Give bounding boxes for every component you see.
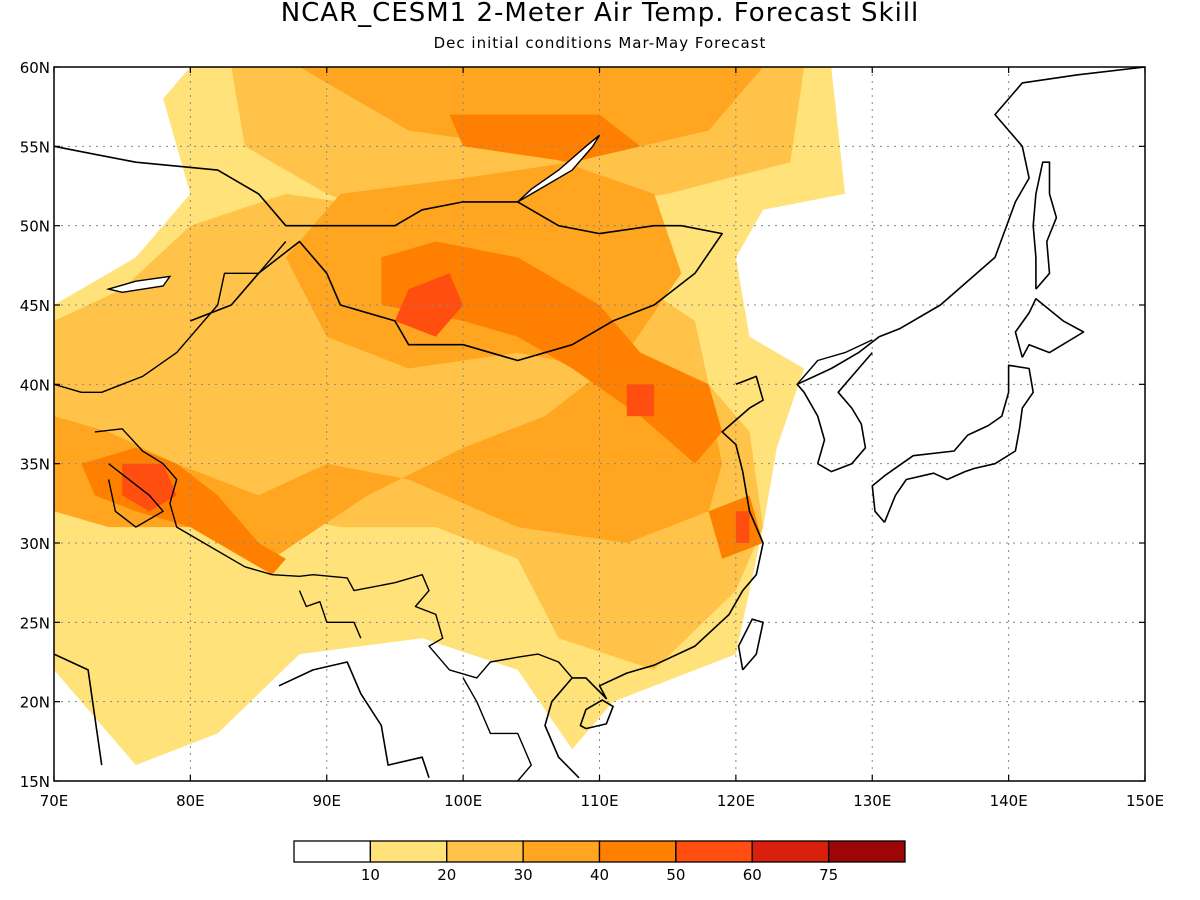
lat-tick-label: 60N [20, 59, 50, 77]
axis-ticks: 70E 80E 90E 100E 110E 120E 130E 140E 150E 60N 55N 5… [20, 59, 1164, 810]
lat-tick-label: 15N [20, 773, 50, 791]
lon-tick-label: 130E [853, 792, 891, 810]
lat-tick-label: 25N [20, 614, 50, 632]
skill-region [449, 114, 641, 163]
colorbar-label: 50 [666, 866, 685, 884]
lat-tick-label: 55N [20, 138, 50, 156]
country-border [107, 463, 164, 528]
lon-tick-label: 150E [1126, 792, 1164, 810]
country-border [462, 677, 532, 781]
lon-tick-label: 140E [990, 792, 1028, 810]
lon-tick-label: 120E [717, 792, 755, 810]
country-border [796, 339, 873, 385]
skill-region [626, 384, 655, 417]
colorbar-bin [598, 840, 677, 863]
lon-tick-label: 110E [580, 792, 618, 810]
lat-tick-label: 50N [20, 218, 50, 236]
skill-region [394, 273, 464, 337]
coastline [1014, 297, 1085, 358]
chart-subtitle: Dec initial conditions Mar-May Forecast [433, 34, 767, 52]
lat-tick-label: 45N [20, 297, 50, 315]
country-border [54, 241, 287, 393]
skill-region [735, 511, 750, 543]
lake [105, 275, 172, 294]
colorbar-bin [827, 840, 906, 863]
colorbar-label: 75 [819, 866, 838, 884]
coastline [737, 618, 764, 671]
colorbar-bin [446, 840, 524, 863]
lat-tick-label: 30N [20, 535, 50, 553]
colorbar-label: 30 [514, 866, 533, 884]
chart-title: NCAR_CESM1 2-Meter Air Temp. Forecast Sk… [280, 0, 920, 28]
colorbar-bin [293, 840, 372, 863]
lat-tick-label: 35N [20, 456, 50, 474]
lat-tick-label: 40N [20, 376, 50, 394]
skill-shading [54, 67, 845, 766]
colorbar-bin [675, 840, 753, 863]
colorbar: 10 20 30 40 50 60 75 [293, 840, 906, 884]
coastline [278, 661, 430, 779]
coastline [54, 145, 724, 362]
colorbar-label: 20 [437, 866, 456, 884]
colorbar-bin [522, 840, 601, 863]
coastline [579, 699, 614, 730]
coastline [871, 364, 1034, 523]
colorbar-label: 10 [361, 866, 380, 884]
colorbar-label: 60 [743, 866, 762, 884]
colorbar-label: 40 [590, 866, 609, 884]
lon-tick-label: 90E [312, 792, 341, 810]
country-border [94, 428, 573, 679]
lat-tick-label: 20N [20, 694, 50, 712]
skill-region [122, 463, 177, 512]
lon-tick-label: 70E [40, 792, 69, 810]
country-border [298, 590, 362, 639]
colorbar-bin [369, 840, 448, 863]
coastline [544, 375, 764, 779]
coastline [1032, 161, 1058, 290]
coastline [796, 67, 1145, 464]
colorbar-bin [751, 840, 830, 863]
coastlines-borders [54, 67, 1145, 781]
coastline [54, 653, 103, 766]
lon-tick-label: 80E [176, 792, 205, 810]
lon-tick-label: 100E [444, 792, 482, 810]
coastline [817, 352, 873, 473]
lake [517, 134, 601, 203]
lat-lon-grid [54, 67, 1145, 781]
